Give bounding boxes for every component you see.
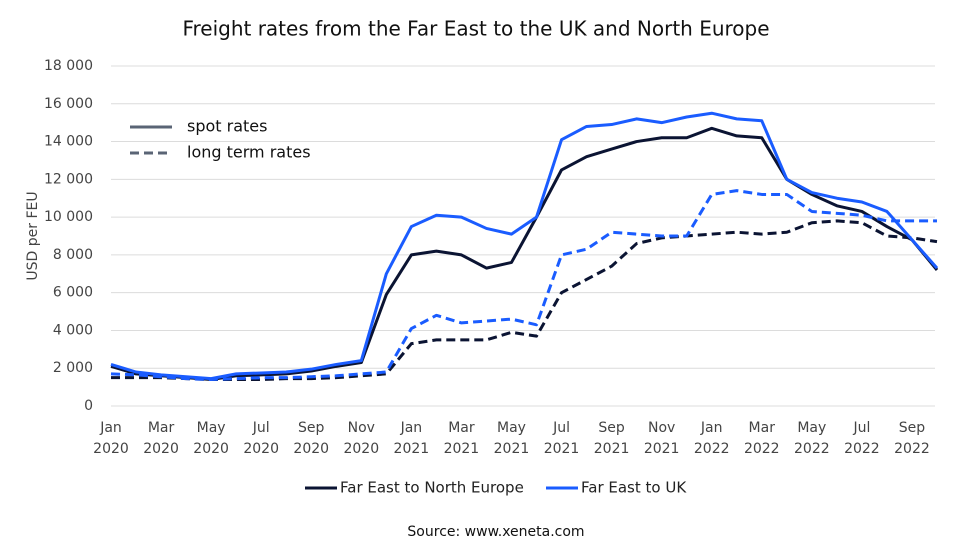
x-tick-label: Nov 2021 — [643, 420, 680, 457]
x-tick-label: Sep 2022 — [894, 420, 930, 457]
x-tick-label: Nov 2020 — [343, 420, 380, 457]
y-tick-label: 16 000 — [44, 96, 93, 112]
x-tick-label: Sep 2021 — [593, 420, 630, 457]
x-tick-label: Jan 2022 — [693, 420, 730, 457]
x-tick-label: Jul 2020 — [243, 420, 279, 457]
y-tick-label: 8 000 — [53, 247, 93, 263]
chart-title: Freight rates from the Far East to the U… — [182, 17, 769, 41]
y-tick-label: 10 000 — [44, 209, 93, 225]
y-axis-label: USD per FEU — [25, 191, 41, 280]
legend-label: Far East to UK — [581, 479, 687, 497]
long-term-line — [111, 219, 938, 382]
y-tick-label: 6 000 — [53, 285, 93, 301]
legend-style-label: long term rates — [187, 143, 311, 162]
y-tick-label: 14 000 — [44, 134, 93, 150]
long-term-line — [110, 189, 937, 382]
x-tick-label: May 2021 — [493, 420, 530, 457]
y-tick-label: 4 000 — [53, 322, 93, 338]
x-tick-label: Mar 2022 — [743, 420, 780, 457]
y-tick-label: 18 000 — [44, 58, 93, 74]
source: Source: www.xeneta.com — [407, 524, 584, 540]
x-tick-label: Mar 2020 — [143, 420, 179, 457]
x-tick-label: Jan 2021 — [393, 420, 430, 457]
y-tick-label: 2 000 — [53, 360, 93, 376]
legend-label: Far East to North Europe — [340, 479, 524, 497]
spot-line — [110, 126, 939, 382]
x-tick-label: Sep 2020 — [293, 420, 330, 457]
x-tick-label: Jul 2021 — [543, 420, 580, 457]
y-tick-label: 0 — [84, 398, 93, 414]
x-tick-label: Jan 2020 — [93, 420, 129, 457]
x-tick-label: Jul 2022 — [844, 420, 880, 457]
y-tick-label: 12 000 — [44, 171, 93, 187]
x-tick-label: May 2020 — [193, 420, 229, 457]
legend-style-label: spot rates — [187, 117, 267, 136]
x-tick-label: May 2022 — [794, 420, 830, 457]
spot-line — [110, 111, 939, 381]
x-tick-label: Mar 2021 — [443, 420, 480, 457]
